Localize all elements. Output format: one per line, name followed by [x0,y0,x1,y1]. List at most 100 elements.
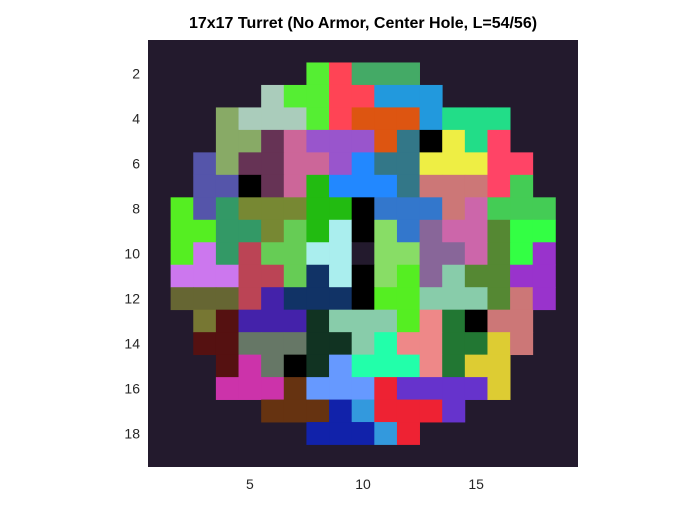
heatmap-cell-r11-c2 [170,264,194,288]
heatmap-cell-r16-c14 [442,377,466,400]
heatmap-cell-r14-c12 [396,332,420,356]
heatmap-cell-r7-c11 [374,174,398,198]
heatmap-cell-r14-c16 [487,332,511,356]
heatmap-cell-r16-c16 [487,377,511,400]
heatmap-cell-r6-c7 [283,152,307,176]
heatmap-cell-r14-c17 [510,332,534,356]
y-tick-label: 8 [132,201,140,217]
heatmap-cell-r6-c3 [193,152,217,176]
heatmap-cell-r10-c4 [215,242,239,266]
heatmap-cell-r14-c3 [193,332,217,356]
heatmap-cell-r10-c18 [532,242,556,266]
heatmap-cell-r4-c11 [374,107,398,131]
heatmap-cell-r16-c10 [351,377,375,400]
heatmap-cell-r10-c9 [329,242,353,266]
heatmap-cell-r10-c11 [374,242,398,266]
heatmap-cell-r10-c5 [238,242,262,266]
heatmap-cell-r16-c5 [238,377,262,400]
heatmap-cell-r8-c13 [419,197,443,221]
heatmap-cell-r12-c8 [306,287,330,311]
heatmap-cell-r6-c11 [374,152,398,176]
heatmap-cell-r13-c10 [351,309,375,333]
y-tick-label: 10 [124,246,140,262]
heatmap-cell-r17-c6 [261,399,285,423]
heatmap-cell-r16-c9 [329,377,353,400]
heatmap-cell-r13-c4 [215,309,239,333]
heatmap-cell-r18-c8 [306,422,330,445]
heatmap-cell-r11-c5 [238,264,262,288]
heatmap-cell-r9-c16 [487,219,511,243]
heatmap-cell-r9-c17 [510,219,534,243]
heatmap-cell-r11-c4 [215,264,239,288]
heatmap-cell-r9-c9 [329,219,353,243]
heatmap-cell-r10-c2 [170,242,194,266]
heatmap-cell-r12-c15 [464,287,488,311]
heatmap-cell-r2-c9 [329,62,353,86]
heatmap-cell-r13-c3 [193,309,217,333]
heatmap-cell-r17-c7 [283,399,307,423]
heatmap-cell-r13-c8 [306,309,330,333]
heatmap-cell-r9-c5 [238,219,262,243]
y-tick-label: 6 [132,156,140,172]
heatmap-cell-r9-c7 [283,219,307,243]
heatmap-cell-r11-c6 [261,264,285,288]
heatmap-cell-r10-c17 [510,242,534,266]
heatmap-cell-r12-c18 [532,287,556,311]
heatmap-cell-r8-c9 [329,197,353,221]
heatmap-cell-r5-c12 [396,129,420,153]
heatmap-cell-r7-c8 [306,174,330,198]
heatmap-cell-r10-c7 [283,242,307,266]
y-axis: 2 4 6 8 10 12 14 16 18 [124,66,140,442]
chart-title: 17x17 Turret (No Armor, Center Hole, L=5… [189,15,537,32]
heatmap-cell-r5-c15 [464,129,488,153]
heatmap-cell-r13-c11 [374,309,398,333]
heatmap-cell-r9-c18 [532,219,556,243]
heatmap-cell-r9-c13 [419,219,443,243]
heatmap-cell-r15-c8 [306,354,330,378]
heatmap-cell-r14-c5 [238,332,262,356]
heatmap-cell-r3-c7 [283,84,307,108]
heatmap-cell-r4-c7 [283,107,307,131]
heatmap-cell-r4-c14 [442,107,466,131]
heatmap-cell-r17-c9 [329,399,353,423]
heatmap-cell-r13-c6 [261,309,285,333]
y-tick-label: 4 [132,111,140,127]
heatmap-cell-r12-c6 [261,287,285,311]
heatmap-cell-r10-c6 [261,242,285,266]
heatmap-cell-r11-c14 [442,264,466,288]
heatmap-cell-r8-c5 [238,197,262,221]
heatmap-cell-r8-c15 [464,197,488,221]
heatmap-cell-r11-c12 [396,264,420,288]
heatmap-cell-r11-c11 [374,264,398,288]
heatmap-cell-r7-c12 [396,174,420,198]
heatmap-cell-r8-c17 [510,197,534,221]
heatmap-cell-r3-c10 [351,84,375,108]
y-tick-label: 2 [132,66,140,82]
heatmap-cell-r8-c16 [487,197,511,221]
y-tick-label: 16 [124,380,140,396]
heatmap-cell-r16-c11 [374,377,398,400]
heatmap-cell-r6-c8 [306,152,330,176]
heatmap-cell-r12-c17 [510,287,534,311]
heatmap-cell-r7-c3 [193,174,217,198]
heatmap-cell-r6-c5 [238,152,262,176]
heatmap-cell-r5-c10 [351,129,375,153]
heatmap-cell-r5-c11 [374,129,398,153]
heatmap-cell-r8-c12 [396,197,420,221]
heatmap-cell-r14-c4 [215,332,239,356]
heatmap-cell-r12-c4 [215,287,239,311]
heatmap-cell-r3-c6 [261,84,285,108]
heatmap-cell-r11-c13 [419,264,443,288]
heatmap-cell-r13-c7 [283,309,307,333]
heatmap-cell-r7-c16 [487,174,511,198]
y-tick-label: 12 [124,290,140,306]
heatmap-cell-r7-c4 [215,174,239,198]
heatmap-cell-r10-c13 [419,242,443,266]
heatmap-cell-r6-c13 [419,152,443,176]
heatmap-cell-r8-c7 [283,197,307,221]
heatmap-cell-r2-c8 [306,62,330,86]
heatmap-cell-r14-c6 [261,332,285,356]
heatmap-cell-r7-c9 [329,174,353,198]
heatmap-cell-r9-c14 [442,219,466,243]
